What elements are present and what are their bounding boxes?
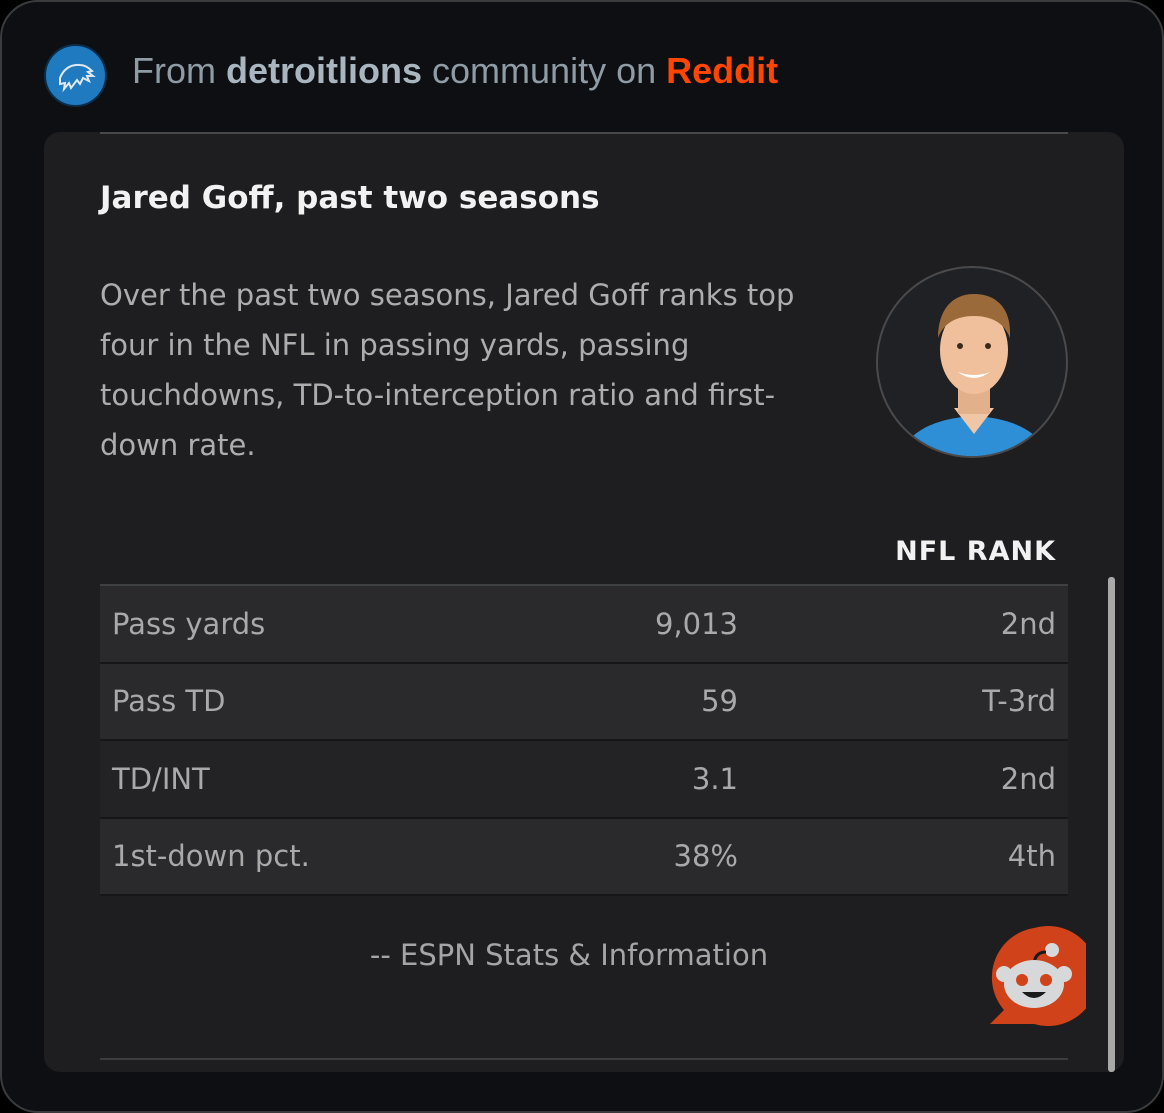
stat-value: 3.1 — [691, 761, 738, 796]
stat-value: 38% — [673, 839, 738, 874]
source-header: From detroitlions community on Reddit — [132, 50, 778, 92]
community-link[interactable]: detroitlions — [226, 50, 423, 91]
scrollbar[interactable] — [1108, 577, 1115, 1072]
stat-value: 9,013 — [654, 606, 738, 641]
detroit-lions-logo-icon[interactable] — [44, 44, 107, 107]
player-photo — [876, 266, 1068, 458]
stat-name: Pass TD — [112, 684, 226, 719]
stat-name: TD/INT — [112, 761, 210, 796]
reddit-link[interactable]: Reddit — [666, 50, 779, 91]
stat-value: 59 — [701, 684, 738, 719]
stats-table: Pass yards 9,013 2nd Pass TD 59 T-3rd TD… — [100, 584, 1068, 896]
divider — [100, 132, 1068, 134]
stat-rank: 4th — [1007, 839, 1056, 874]
table-row: Pass yards 9,013 2nd — [100, 586, 1068, 664]
table-row: Pass TD 59 T-3rd — [100, 663, 1068, 741]
stat-name: 1st-down pct. — [112, 839, 310, 874]
stat-rank: T-3rd — [982, 684, 1056, 719]
table-row: 1st-down pct. 38% 4th — [100, 818, 1068, 896]
post-card: Jared Goff, past two seasons Over the pa… — [44, 132, 1124, 1072]
header-prefix: From — [132, 50, 216, 91]
reddit-snoo-icon[interactable] — [982, 926, 1098, 1034]
source-credit: -- ESPN Stats & Information — [369, 938, 769, 972]
table-row: TD/INT 3.1 2nd — [100, 741, 1068, 819]
nfl-rank-header: NFL RANK — [895, 536, 1056, 567]
stat-rank: 2nd — [1000, 761, 1056, 796]
header-middle: community on — [432, 50, 657, 91]
stat-rank: 2nd — [1000, 606, 1056, 641]
card-title: Jared Goff, past two seasons — [100, 180, 600, 216]
stat-name: Pass yards — [112, 606, 266, 641]
divider — [100, 1058, 1068, 1060]
card-description: Over the past two seasons, Jared Goff ra… — [100, 278, 795, 462]
